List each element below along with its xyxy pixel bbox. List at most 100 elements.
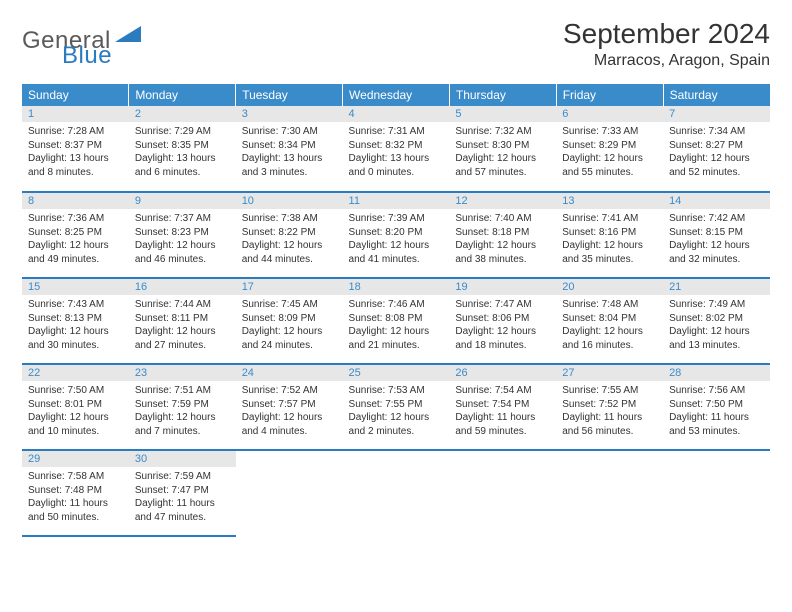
day-number: 14	[663, 193, 770, 209]
calendar-cell	[556, 450, 663, 536]
calendar-row: 29Sunrise: 7:58 AMSunset: 7:48 PMDayligh…	[22, 450, 770, 536]
day-details: Sunrise: 7:59 AMSunset: 7:47 PMDaylight:…	[129, 467, 236, 528]
day-number: 30	[129, 451, 236, 467]
day-number: 16	[129, 279, 236, 295]
calendar-cell: 27Sunrise: 7:55 AMSunset: 7:52 PMDayligh…	[556, 364, 663, 450]
day-number: 2	[129, 106, 236, 122]
day-number: 10	[236, 193, 343, 209]
calendar-row: 1Sunrise: 7:28 AMSunset: 8:37 PMDaylight…	[22, 106, 770, 192]
day-details: Sunrise: 7:50 AMSunset: 8:01 PMDaylight:…	[22, 381, 129, 442]
location: Marracos, Aragon, Spain	[563, 52, 770, 70]
day-details: Sunrise: 7:39 AMSunset: 8:20 PMDaylight:…	[343, 209, 450, 270]
day-details: Sunrise: 7:46 AMSunset: 8:08 PMDaylight:…	[343, 295, 450, 356]
day-details: Sunrise: 7:42 AMSunset: 8:15 PMDaylight:…	[663, 209, 770, 270]
weekday-header: Monday	[129, 84, 236, 106]
title-block: September 2024 Marracos, Aragon, Spain	[563, 18, 770, 70]
calendar-row: 22Sunrise: 7:50 AMSunset: 8:01 PMDayligh…	[22, 364, 770, 450]
calendar-cell: 7Sunrise: 7:34 AMSunset: 8:27 PMDaylight…	[663, 106, 770, 192]
day-number: 13	[556, 193, 663, 209]
calendar-body: 1Sunrise: 7:28 AMSunset: 8:37 PMDaylight…	[22, 106, 770, 536]
calendar-cell: 13Sunrise: 7:41 AMSunset: 8:16 PMDayligh…	[556, 192, 663, 278]
weekday-header: Friday	[556, 84, 663, 106]
day-details: Sunrise: 7:29 AMSunset: 8:35 PMDaylight:…	[129, 122, 236, 183]
calendar-cell	[236, 450, 343, 536]
calendar-cell: 6Sunrise: 7:33 AMSunset: 8:29 PMDaylight…	[556, 106, 663, 192]
calendar-cell: 11Sunrise: 7:39 AMSunset: 8:20 PMDayligh…	[343, 192, 450, 278]
calendar-cell: 12Sunrise: 7:40 AMSunset: 8:18 PMDayligh…	[449, 192, 556, 278]
weekday-header: Sunday	[22, 84, 129, 106]
calendar-cell: 14Sunrise: 7:42 AMSunset: 8:15 PMDayligh…	[663, 192, 770, 278]
day-details: Sunrise: 7:48 AMSunset: 8:04 PMDaylight:…	[556, 295, 663, 356]
day-number: 26	[449, 365, 556, 381]
weekday-header-row: SundayMondayTuesdayWednesdayThursdayFrid…	[22, 84, 770, 106]
day-details: Sunrise: 7:40 AMSunset: 8:18 PMDaylight:…	[449, 209, 556, 270]
calendar-row: 15Sunrise: 7:43 AMSunset: 8:13 PMDayligh…	[22, 278, 770, 364]
day-number: 21	[663, 279, 770, 295]
calendar-cell: 17Sunrise: 7:45 AMSunset: 8:09 PMDayligh…	[236, 278, 343, 364]
day-details: Sunrise: 7:33 AMSunset: 8:29 PMDaylight:…	[556, 122, 663, 183]
calendar-cell: 2Sunrise: 7:29 AMSunset: 8:35 PMDaylight…	[129, 106, 236, 192]
day-details: Sunrise: 7:58 AMSunset: 7:48 PMDaylight:…	[22, 467, 129, 528]
day-number: 29	[22, 451, 129, 467]
day-details: Sunrise: 7:37 AMSunset: 8:23 PMDaylight:…	[129, 209, 236, 270]
calendar-cell: 20Sunrise: 7:48 AMSunset: 8:04 PMDayligh…	[556, 278, 663, 364]
calendar-cell: 28Sunrise: 7:56 AMSunset: 7:50 PMDayligh…	[663, 364, 770, 450]
calendar-cell: 24Sunrise: 7:52 AMSunset: 7:57 PMDayligh…	[236, 364, 343, 450]
day-number: 8	[22, 193, 129, 209]
calendar-cell: 18Sunrise: 7:46 AMSunset: 8:08 PMDayligh…	[343, 278, 450, 364]
day-number: 22	[22, 365, 129, 381]
calendar-cell: 4Sunrise: 7:31 AMSunset: 8:32 PMDaylight…	[343, 106, 450, 192]
day-details: Sunrise: 7:32 AMSunset: 8:30 PMDaylight:…	[449, 122, 556, 183]
day-details: Sunrise: 7:38 AMSunset: 8:22 PMDaylight:…	[236, 209, 343, 270]
day-number: 15	[22, 279, 129, 295]
day-details: Sunrise: 7:51 AMSunset: 7:59 PMDaylight:…	[129, 381, 236, 442]
calendar-cell: 5Sunrise: 7:32 AMSunset: 8:30 PMDaylight…	[449, 106, 556, 192]
day-number: 3	[236, 106, 343, 122]
day-details: Sunrise: 7:55 AMSunset: 7:52 PMDaylight:…	[556, 381, 663, 442]
day-details: Sunrise: 7:49 AMSunset: 8:02 PMDaylight:…	[663, 295, 770, 356]
calendar-cell	[343, 450, 450, 536]
calendar-cell: 19Sunrise: 7:47 AMSunset: 8:06 PMDayligh…	[449, 278, 556, 364]
day-number: 20	[556, 279, 663, 295]
header: General September 2024 Marracos, Aragon,…	[22, 18, 770, 70]
calendar-cell: 16Sunrise: 7:44 AMSunset: 8:11 PMDayligh…	[129, 278, 236, 364]
day-details: Sunrise: 7:36 AMSunset: 8:25 PMDaylight:…	[22, 209, 129, 270]
calendar-cell	[663, 450, 770, 536]
calendar-row: 8Sunrise: 7:36 AMSunset: 8:25 PMDaylight…	[22, 192, 770, 278]
logo-triangle-icon	[115, 24, 141, 47]
day-number: 12	[449, 193, 556, 209]
calendar-cell	[449, 450, 556, 536]
day-details: Sunrise: 7:41 AMSunset: 8:16 PMDaylight:…	[556, 209, 663, 270]
day-details: Sunrise: 7:43 AMSunset: 8:13 PMDaylight:…	[22, 295, 129, 356]
calendar-cell: 10Sunrise: 7:38 AMSunset: 8:22 PMDayligh…	[236, 192, 343, 278]
day-number: 17	[236, 279, 343, 295]
day-details: Sunrise: 7:47 AMSunset: 8:06 PMDaylight:…	[449, 295, 556, 356]
calendar-cell: 15Sunrise: 7:43 AMSunset: 8:13 PMDayligh…	[22, 278, 129, 364]
weekday-header: Saturday	[663, 84, 770, 106]
weekday-header: Wednesday	[343, 84, 450, 106]
day-details: Sunrise: 7:45 AMSunset: 8:09 PMDaylight:…	[236, 295, 343, 356]
logo-text-blue: Blue	[62, 42, 112, 69]
calendar-cell: 21Sunrise: 7:49 AMSunset: 8:02 PMDayligh…	[663, 278, 770, 364]
calendar-cell: 22Sunrise: 7:50 AMSunset: 8:01 PMDayligh…	[22, 364, 129, 450]
day-number: 4	[343, 106, 450, 122]
day-details: Sunrise: 7:28 AMSunset: 8:37 PMDaylight:…	[22, 122, 129, 183]
calendar-cell: 1Sunrise: 7:28 AMSunset: 8:37 PMDaylight…	[22, 106, 129, 192]
day-number: 19	[449, 279, 556, 295]
day-details: Sunrise: 7:53 AMSunset: 7:55 PMDaylight:…	[343, 381, 450, 442]
calendar-cell: 8Sunrise: 7:36 AMSunset: 8:25 PMDaylight…	[22, 192, 129, 278]
calendar-table: SundayMondayTuesdayWednesdayThursdayFrid…	[22, 84, 770, 537]
day-details: Sunrise: 7:30 AMSunset: 8:34 PMDaylight:…	[236, 122, 343, 183]
day-number: 11	[343, 193, 450, 209]
day-number: 23	[129, 365, 236, 381]
day-number: 18	[343, 279, 450, 295]
calendar-cell: 25Sunrise: 7:53 AMSunset: 7:55 PMDayligh…	[343, 364, 450, 450]
day-details: Sunrise: 7:44 AMSunset: 8:11 PMDaylight:…	[129, 295, 236, 356]
calendar-cell: 9Sunrise: 7:37 AMSunset: 8:23 PMDaylight…	[129, 192, 236, 278]
day-number: 6	[556, 106, 663, 122]
day-details: Sunrise: 7:31 AMSunset: 8:32 PMDaylight:…	[343, 122, 450, 183]
day-details: Sunrise: 7:54 AMSunset: 7:54 PMDaylight:…	[449, 381, 556, 442]
day-number: 5	[449, 106, 556, 122]
day-details: Sunrise: 7:52 AMSunset: 7:57 PMDaylight:…	[236, 381, 343, 442]
calendar-cell: 3Sunrise: 7:30 AMSunset: 8:34 PMDaylight…	[236, 106, 343, 192]
